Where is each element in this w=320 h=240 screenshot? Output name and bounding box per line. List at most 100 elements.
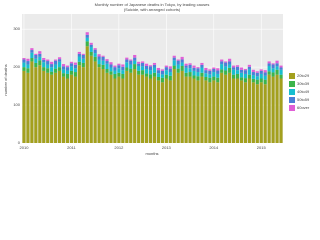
bar-segment	[77, 53, 81, 57]
bar-segment	[224, 74, 228, 143]
bar-segment	[34, 53, 38, 55]
bar-segment	[192, 75, 196, 79]
bar-segment	[263, 79, 267, 85]
bar-segment	[77, 51, 81, 54]
bar-segment	[57, 59, 62, 62]
bar-segment	[180, 65, 184, 71]
bar-segment	[259, 73, 263, 79]
bar-segment	[81, 54, 85, 59]
bar-segment	[279, 65, 283, 68]
bar-segment	[97, 59, 101, 65]
bar-segment	[69, 63, 74, 67]
bar-segment	[105, 61, 109, 64]
bar-segment	[141, 62, 145, 67]
bar-segment	[81, 67, 85, 143]
bar-segment	[141, 74, 145, 143]
bar-segment	[42, 58, 46, 60]
bar-segment	[231, 74, 236, 79]
bar-segment	[42, 62, 46, 68]
bar-segment	[34, 62, 38, 68]
bar-segment	[133, 60, 137, 65]
bar-segment	[22, 62, 26, 68]
bar-segment	[85, 46, 89, 143]
legend-label: 40to49	[297, 89, 310, 94]
bar-segment	[156, 67, 161, 71]
bar-segment	[243, 82, 248, 143]
x-axis-title: months	[145, 151, 158, 156]
bar-segment	[133, 57, 137, 61]
bar-segment	[168, 75, 172, 81]
bar-segment	[137, 65, 141, 71]
bar-segment	[57, 67, 62, 71]
bar-segment	[275, 74, 279, 143]
bar-segment	[176, 64, 180, 69]
legend-swatch	[289, 97, 295, 103]
bar-segment	[168, 80, 172, 143]
bar-segment	[251, 69, 255, 73]
bar-segment	[220, 61, 224, 65]
bar-segment	[77, 61, 81, 66]
bar-segment	[204, 80, 208, 143]
bar-segment	[196, 76, 200, 81]
bar-segment	[46, 64, 50, 69]
bar-segment	[65, 65, 70, 68]
bar-segment	[216, 82, 220, 143]
bar-segment	[251, 72, 255, 76]
bar-segment	[117, 72, 121, 77]
bar-segment	[50, 61, 54, 65]
bar-segment	[239, 67, 244, 70]
bar-segment	[231, 67, 236, 70]
bar-segment	[73, 68, 77, 73]
bar-segment	[65, 70, 70, 74]
bar-segment	[180, 59, 184, 63]
bar-segment	[228, 61, 232, 65]
bar-segment	[42, 70, 46, 143]
bar-segment	[46, 61, 50, 65]
bar-segment	[50, 71, 54, 75]
bar-segment	[97, 64, 101, 68]
bar-segment	[231, 78, 236, 143]
bar-segment	[57, 61, 62, 68]
bar-segment	[117, 65, 121, 69]
bar-segment	[184, 76, 188, 143]
bar-segment	[271, 68, 275, 73]
legend-swatch	[289, 73, 295, 79]
bar-segment	[263, 84, 267, 143]
bar-segment	[105, 59, 109, 62]
bar-segment	[160, 77, 164, 83]
bar-segment	[243, 78, 248, 83]
bar-segment	[176, 59, 180, 61]
bar-segment	[196, 72, 200, 77]
bar-segment	[279, 78, 283, 143]
bar-segment	[267, 61, 271, 64]
bar-segment	[263, 75, 267, 80]
bar-segment	[109, 62, 113, 65]
bar-segment	[42, 59, 46, 63]
bar-segment	[121, 73, 125, 79]
bar-segment	[180, 70, 184, 143]
bar-segment	[30, 58, 34, 62]
bar-segment	[42, 67, 46, 71]
bar-segment	[34, 54, 38, 59]
y-tick-label: 0	[18, 140, 21, 145]
bar-segment	[129, 59, 133, 61]
bar-segment	[113, 73, 117, 79]
bar-segment	[263, 70, 267, 73]
bar-segment	[54, 60, 58, 65]
bar-segment	[156, 76, 161, 81]
x-tick-label: 2010	[20, 145, 30, 150]
bar-segment	[156, 70, 161, 74]
bar-segment	[65, 67, 70, 71]
bar-segment	[30, 52, 34, 59]
bar-segment	[38, 60, 42, 66]
bar-segment	[239, 69, 244, 73]
bar-segment	[50, 67, 54, 72]
bar-segment	[121, 64, 125, 67]
bar-segment	[69, 74, 74, 143]
bar-segment	[192, 78, 196, 143]
bar-segment	[125, 59, 129, 63]
bar-segment	[144, 73, 149, 77]
bar-segment	[93, 61, 97, 144]
legend-label: 60over	[297, 105, 310, 110]
bar-segment	[164, 70, 168, 75]
